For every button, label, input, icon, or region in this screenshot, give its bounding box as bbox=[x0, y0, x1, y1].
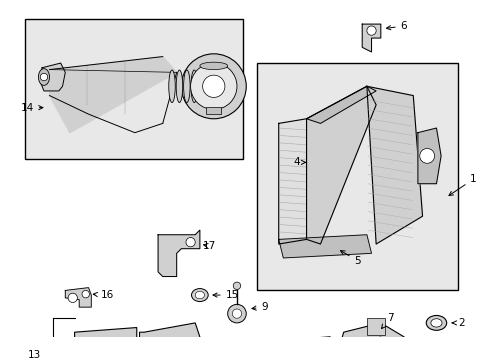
Ellipse shape bbox=[200, 62, 227, 69]
FancyBboxPatch shape bbox=[215, 357, 244, 360]
Polygon shape bbox=[139, 323, 200, 360]
Ellipse shape bbox=[183, 70, 190, 103]
Circle shape bbox=[185, 238, 195, 247]
Circle shape bbox=[181, 54, 246, 119]
Text: 17: 17 bbox=[202, 241, 215, 251]
Polygon shape bbox=[158, 230, 200, 276]
Text: 4: 4 bbox=[292, 157, 305, 167]
Ellipse shape bbox=[168, 70, 175, 103]
FancyBboxPatch shape bbox=[420, 346, 449, 360]
Text: 1: 1 bbox=[448, 174, 476, 195]
Text: 15: 15 bbox=[213, 290, 239, 300]
Ellipse shape bbox=[198, 70, 204, 103]
Circle shape bbox=[233, 282, 240, 289]
Polygon shape bbox=[306, 86, 375, 123]
FancyBboxPatch shape bbox=[247, 357, 276, 360]
Ellipse shape bbox=[191, 70, 197, 103]
Circle shape bbox=[232, 309, 241, 318]
Bar bbox=[25, 19, 243, 159]
Text: 9: 9 bbox=[251, 302, 267, 312]
Polygon shape bbox=[278, 235, 371, 258]
FancyBboxPatch shape bbox=[312, 357, 341, 360]
Polygon shape bbox=[65, 288, 91, 307]
Polygon shape bbox=[306, 86, 375, 244]
Polygon shape bbox=[200, 337, 352, 360]
Text: 16: 16 bbox=[93, 290, 113, 300]
Bar bbox=[206, 107, 221, 114]
Circle shape bbox=[40, 73, 48, 81]
Text: 13: 13 bbox=[28, 350, 41, 360]
Polygon shape bbox=[362, 24, 380, 52]
Circle shape bbox=[366, 26, 375, 35]
Ellipse shape bbox=[191, 289, 208, 302]
Ellipse shape bbox=[426, 315, 446, 330]
Ellipse shape bbox=[195, 291, 204, 299]
Ellipse shape bbox=[430, 319, 441, 327]
Circle shape bbox=[419, 148, 434, 163]
Text: 7: 7 bbox=[381, 313, 392, 329]
Text: 14: 14 bbox=[20, 103, 43, 113]
Circle shape bbox=[227, 304, 246, 323]
Text: 5: 5 bbox=[340, 251, 360, 266]
Text: 3: 3 bbox=[0, 359, 1, 360]
Circle shape bbox=[68, 293, 77, 302]
Circle shape bbox=[202, 75, 224, 98]
Ellipse shape bbox=[39, 69, 49, 85]
Text: 2: 2 bbox=[451, 318, 464, 328]
FancyBboxPatch shape bbox=[280, 357, 309, 360]
Circle shape bbox=[190, 63, 237, 109]
Polygon shape bbox=[49, 57, 176, 133]
Text: 8: 8 bbox=[0, 359, 1, 360]
Polygon shape bbox=[340, 337, 403, 360]
Polygon shape bbox=[366, 86, 422, 244]
Bar bbox=[366, 318, 385, 335]
Polygon shape bbox=[417, 128, 440, 184]
Bar bbox=[257, 63, 457, 291]
Text: 11: 11 bbox=[0, 359, 1, 360]
Text: 12: 12 bbox=[0, 359, 1, 360]
Polygon shape bbox=[334, 323, 412, 360]
Polygon shape bbox=[75, 328, 137, 360]
Polygon shape bbox=[278, 119, 306, 244]
Circle shape bbox=[82, 291, 89, 298]
Text: 10: 10 bbox=[0, 359, 1, 360]
Ellipse shape bbox=[176, 70, 183, 103]
Polygon shape bbox=[40, 63, 65, 91]
Circle shape bbox=[430, 352, 439, 360]
Text: 6: 6 bbox=[386, 21, 407, 31]
